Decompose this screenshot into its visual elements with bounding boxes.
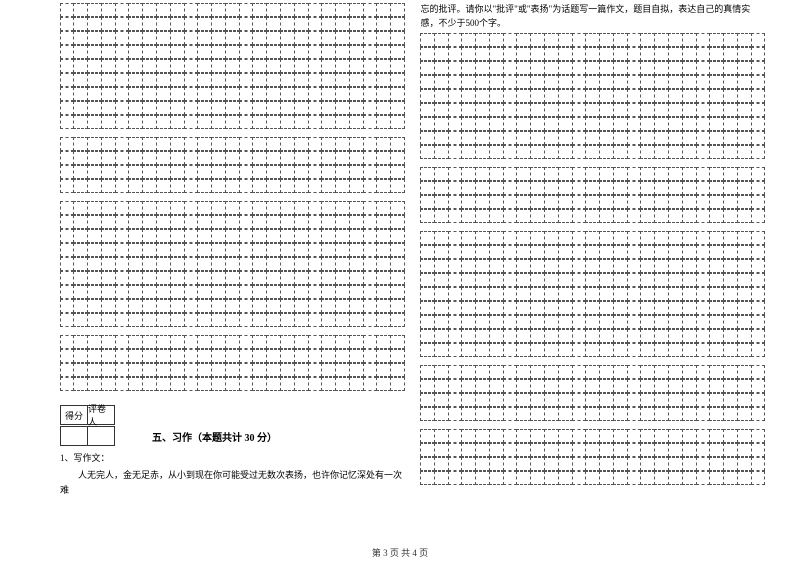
writing-grid[interactable] — [60, 137, 405, 193]
two-column-layout: 得分 评卷人 五、习作（本题共计 30 分） 1、写作文： 人无完人，金无足赤，… — [0, 0, 800, 540]
page-root: 得分 评卷人 五、习作（本题共计 30 分） 1、写作文： 人无完人，金无足赤，… — [0, 0, 800, 565]
right-grid-area — [421, 33, 766, 493]
left-grid-area — [60, 3, 405, 399]
question-number: 1、写作文： — [60, 451, 405, 465]
continuation-text: 忘的批评。请你以"批评"或"表扬"为话题写一篇作文，题目自拟，表达自己的真情实感… — [421, 3, 766, 30]
writing-grid[interactable] — [60, 3, 405, 129]
right-column: 忘的批评。请你以"批评"或"表扬"为话题写一篇作文，题目自拟，表达自己的真情实感… — [413, 3, 796, 540]
score-cells: 得分 评卷人 — [60, 405, 114, 425]
score-row: 得分 评卷人 — [60, 405, 405, 425]
score-empty-1[interactable] — [60, 426, 88, 446]
left-column: 得分 评卷人 五、习作（本题共计 30 分） 1、写作文： 人无完人，金无足赤，… — [5, 3, 413, 540]
score-row-empty: 五、习作（本题共计 30 分） — [60, 426, 405, 446]
score-header-score: 得分 — [60, 405, 88, 425]
writing-grid[interactable] — [60, 201, 405, 327]
writing-grid[interactable] — [421, 167, 766, 223]
writing-grid[interactable] — [421, 365, 766, 421]
writing-grid[interactable] — [421, 429, 766, 485]
page-footer: 第 3 页 共 4 页 — [0, 540, 800, 565]
section-title: 五、习作（本题共计 30 分） — [152, 429, 277, 444]
score-empty-2[interactable] — [87, 426, 115, 446]
writing-grid[interactable] — [60, 335, 405, 391]
score-empty-cells — [60, 426, 114, 446]
writing-grid[interactable] — [421, 33, 766, 159]
question-body: 人无完人，金无足赤，从小到现在你可能受过无数次表扬，也许你记忆深处有一次难 — [60, 468, 405, 497]
score-header-grader: 评卷人 — [87, 405, 115, 425]
writing-grid[interactable] — [421, 231, 766, 357]
